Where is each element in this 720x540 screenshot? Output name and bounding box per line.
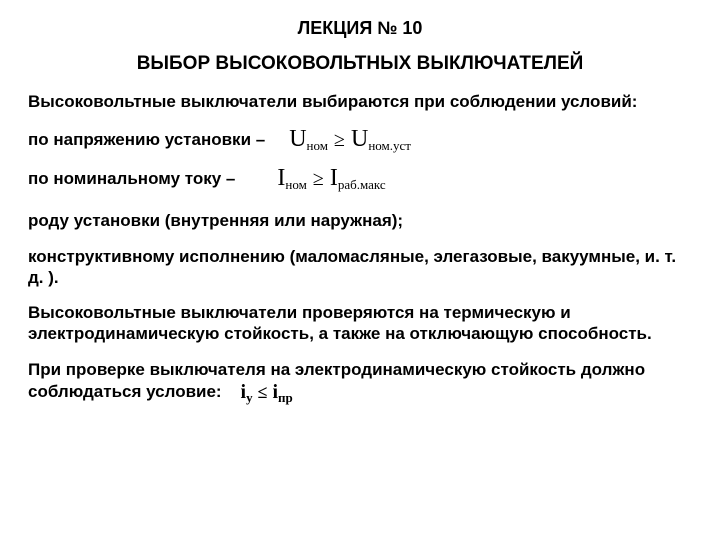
formula-lhs-subscript: ном (307, 138, 328, 154)
formula-voltage: Uном ≥ Uном.уст (289, 126, 411, 153)
formula-rhs-subscript: раб.макс (338, 177, 386, 193)
paragraph-installation-type: роду установки (внутренняя или наружная)… (28, 210, 692, 231)
condition-voltage-label: по напряжению установки – (28, 130, 265, 150)
slide-title: ВЫБОР ВЫСОКОВОЛЬТНЫХ ВЫКЛЮЧАТЕЛЕЙ (28, 53, 692, 75)
formula-operator: ≥ (313, 168, 324, 191)
formula-operator: ≤ (258, 381, 268, 404)
formula-current: Iном ≥ Iраб.макс (277, 165, 385, 192)
formula-lhs-subscript: у (246, 390, 253, 406)
formula-operator: ≥ (334, 129, 345, 152)
formula-rhs-subscript: пр (278, 390, 293, 406)
condition-current: по номинальному току – Iном ≥ Iраб.макс (28, 165, 692, 192)
paragraph-verification: Высоковольтные выключатели проверяются н… (28, 302, 692, 345)
condition-voltage: по напряжению установки – Uном ≥ Uном.ус… (28, 126, 692, 153)
formula-lhs-symbol: I (277, 165, 285, 192)
formula-rhs-symbol: I (330, 165, 338, 192)
formula-electrodynamic: iу ≤ iпр (241, 380, 293, 405)
paragraph-construction: конструктивному исполнению (маломасляные… (28, 246, 692, 289)
formula-rhs-subscript: ном.уст (368, 138, 411, 154)
intro-paragraph: Высоковольтные выключатели выбираются пр… (28, 91, 692, 112)
lecture-slide: ЛЕКЦИЯ № 10 ВЫБОР ВЫСОКОВОЛЬТНЫХ ВЫКЛЮЧА… (0, 0, 720, 429)
formula-lhs-subscript: ном (285, 177, 306, 193)
formula-lhs-symbol: U (289, 126, 306, 153)
paragraph-electrodynamic-text: При проверке выключателя на электродинам… (28, 360, 645, 401)
paragraph-electrodynamic: При проверке выключателя на электродинам… (28, 359, 692, 405)
formula-rhs-symbol: U (351, 126, 368, 153)
condition-current-label: по номинальному току – (28, 169, 235, 189)
lecture-number: ЛЕКЦИЯ № 10 (28, 18, 692, 39)
